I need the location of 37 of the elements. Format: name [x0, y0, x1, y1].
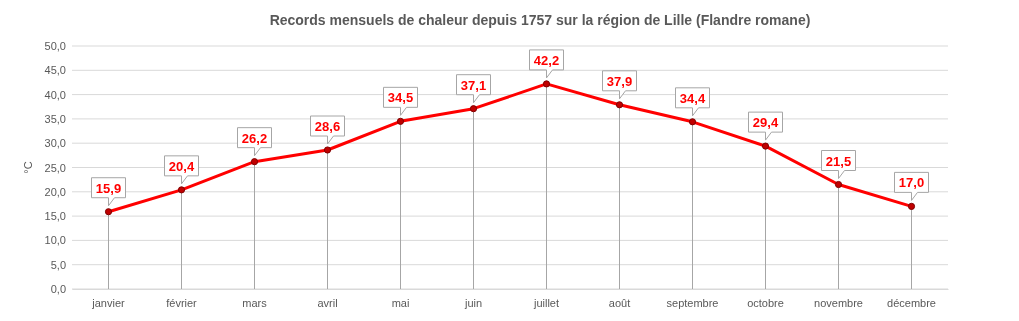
- x-tick-label: juin: [463, 296, 483, 309]
- x-tick-label: novembre: [814, 296, 863, 309]
- data-label: 20,4: [168, 158, 195, 174]
- y-tick-label: 50,0: [44, 40, 66, 53]
- data-label: 21,5: [825, 153, 852, 169]
- data-label: 34,5: [387, 90, 414, 106]
- y-tick-label: 10,0: [44, 234, 66, 247]
- x-tick-label: février: [166, 296, 198, 309]
- x-tick-label: juillet: [532, 296, 560, 309]
- y-tick-label: 30,0: [44, 137, 66, 150]
- data-label: 28,6: [314, 119, 341, 134]
- x-tick-label: août: [608, 296, 631, 309]
- chart-title: Records mensuels de chaleur depuis 1757 sur la région de Lille (Flandre romane): [269, 12, 811, 28]
- x-tick-label: octobre: [747, 296, 784, 309]
- y-tick-label: 0,0: [50, 283, 66, 296]
- y-tick-label: 20,0: [44, 185, 66, 198]
- data-label: 37,1: [460, 77, 487, 93]
- data-label: 15,9: [95, 180, 122, 196]
- data-label: 42,2: [533, 52, 560, 68]
- x-tick-label: avril: [317, 296, 338, 309]
- data-label: 37,9: [606, 73, 633, 89]
- x-tick-label: janvier: [91, 296, 126, 309]
- x-tick-label: mars: [242, 296, 268, 309]
- y-tick-label: 5,0: [50, 258, 66, 271]
- data-label: 29,4: [752, 115, 779, 131]
- y-tick-label: 15,0: [44, 210, 66, 223]
- y-tick-label: 45,0: [44, 64, 66, 77]
- x-tick-label: septembre: [666, 296, 719, 309]
- y-tick-label: 35,0: [44, 112, 66, 125]
- y-axis-title: °C: [22, 161, 34, 174]
- y-tick-label: 25,0: [44, 161, 66, 174]
- y-tick-label: 40,0: [44, 88, 66, 101]
- data-label: 17,0: [898, 175, 925, 191]
- x-tick-label: mai: [391, 296, 410, 309]
- data-label: 34,4: [679, 90, 706, 106]
- data-label: 26,2: [241, 130, 268, 146]
- x-tick-label: décembre: [887, 296, 936, 309]
